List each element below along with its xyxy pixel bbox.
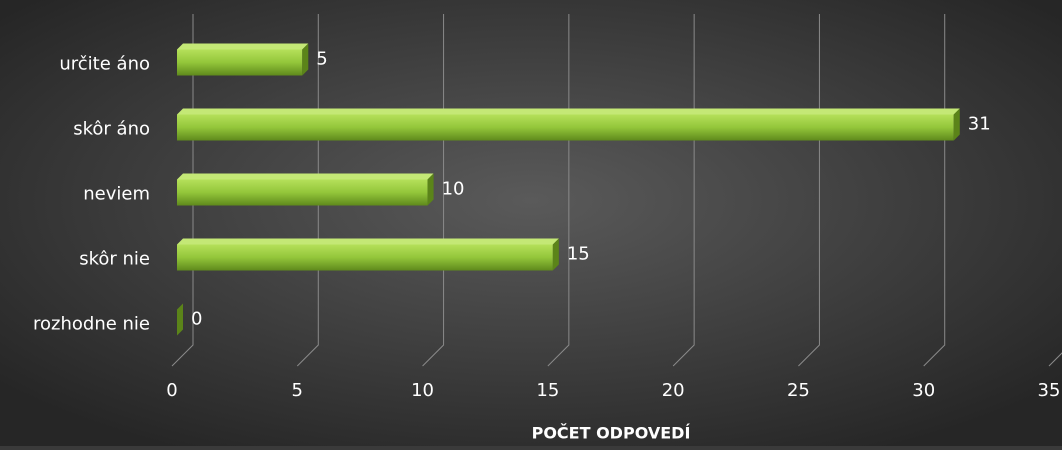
value-label: 10 — [442, 179, 465, 200]
x-tick-label: 35 — [1038, 380, 1061, 401]
bar-face — [177, 108, 960, 115]
y-tick-label: určite áno — [59, 54, 150, 75]
bar-face — [177, 238, 559, 245]
y-tick-label: neviem — [83, 184, 150, 205]
x-tick-label: 10 — [411, 380, 434, 401]
bar-face — [953, 108, 960, 141]
bar — [177, 108, 960, 141]
value-label: 5 — [316, 49, 327, 70]
bar-face — [177, 303, 183, 336]
bar-face — [177, 179, 428, 206]
x-axis-title: POČET ODPOVEDÍ — [532, 424, 691, 443]
x-tick-label: 15 — [536, 380, 559, 401]
bar-face — [177, 244, 553, 271]
bar-face — [177, 49, 303, 76]
bar — [177, 173, 434, 206]
bar-face — [177, 173, 434, 180]
x-tick-label: 25 — [787, 380, 810, 401]
bar — [177, 238, 559, 271]
value-label: 15 — [567, 244, 590, 265]
y-tick-label: skôr áno — [73, 119, 150, 140]
x-tick-label: 5 — [292, 380, 303, 401]
y-tick-label: rozhodne nie — [33, 314, 150, 335]
bar-face — [427, 173, 434, 206]
bar-face — [552, 238, 559, 271]
bar-face — [177, 114, 954, 141]
x-tick-label: 0 — [166, 380, 177, 401]
grid-line — [1048, 352, 1062, 367]
y-tick-label: skôr nie — [79, 249, 150, 270]
bar-face — [302, 43, 309, 76]
bar — [177, 43, 309, 76]
value-label: 0 — [191, 309, 202, 330]
x-tick-label: 20 — [662, 380, 685, 401]
bar-face — [177, 43, 309, 50]
bar — [177, 303, 183, 336]
value-label: 31 — [968, 114, 991, 135]
x-tick-label: 30 — [912, 380, 935, 401]
